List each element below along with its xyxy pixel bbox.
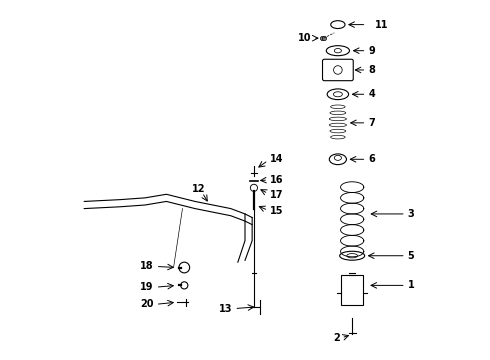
Text: 10: 10 (297, 33, 311, 43)
Text: 5: 5 (408, 251, 414, 261)
Ellipse shape (327, 89, 348, 100)
Text: 4: 4 (368, 89, 375, 99)
Ellipse shape (329, 117, 346, 121)
Text: 13: 13 (219, 303, 232, 314)
Text: 12: 12 (192, 184, 205, 194)
Text: 2: 2 (333, 333, 340, 343)
Ellipse shape (331, 135, 345, 139)
Ellipse shape (333, 92, 343, 97)
Text: 8: 8 (368, 65, 375, 75)
Circle shape (179, 262, 190, 273)
Ellipse shape (340, 251, 365, 260)
Ellipse shape (334, 156, 342, 160)
Text: 9: 9 (368, 46, 375, 56)
Circle shape (181, 282, 188, 289)
Ellipse shape (329, 123, 346, 127)
Text: 15: 15 (270, 206, 284, 216)
Circle shape (250, 184, 258, 192)
Text: 7: 7 (368, 118, 375, 128)
Ellipse shape (330, 129, 346, 133)
Text: 1: 1 (408, 280, 414, 291)
Text: 14: 14 (270, 154, 284, 163)
Text: 16: 16 (270, 175, 284, 185)
Text: 3: 3 (408, 209, 414, 219)
Text: 19: 19 (141, 282, 154, 292)
Ellipse shape (334, 49, 342, 53)
Text: 6: 6 (368, 154, 375, 164)
Bar (342, 275, 363, 305)
Circle shape (334, 66, 342, 74)
Text: 11: 11 (375, 19, 389, 30)
Text: 18: 18 (140, 261, 154, 271)
Text: 20: 20 (141, 299, 154, 309)
Ellipse shape (331, 105, 345, 109)
Text: 17: 17 (270, 190, 284, 200)
Ellipse shape (347, 253, 358, 258)
Ellipse shape (331, 21, 345, 28)
Ellipse shape (330, 111, 346, 114)
Ellipse shape (329, 154, 346, 165)
Ellipse shape (326, 46, 349, 56)
FancyBboxPatch shape (322, 59, 353, 81)
